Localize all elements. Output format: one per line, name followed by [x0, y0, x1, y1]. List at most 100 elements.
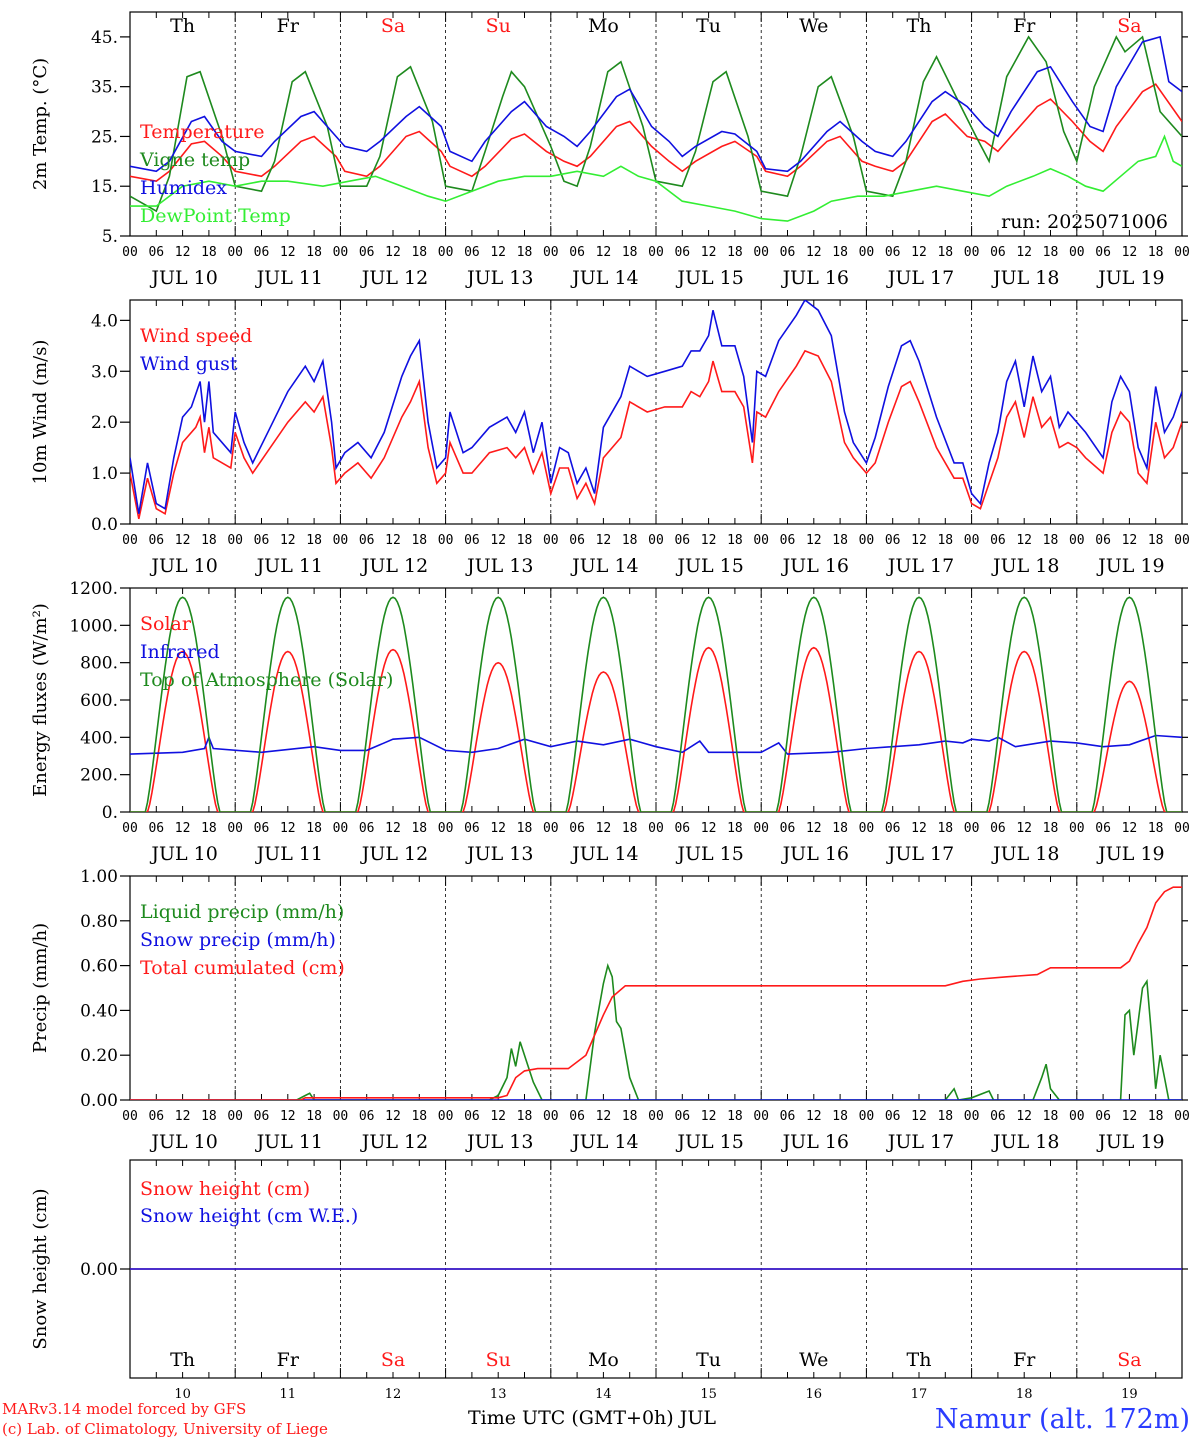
- day-number-label: 17: [911, 1387, 928, 1402]
- x-hour-label: 18: [937, 245, 953, 260]
- x-hour-label: 12: [385, 1109, 401, 1124]
- x-hour-label: 06: [359, 533, 375, 548]
- weekday-label: Sa: [381, 1349, 405, 1371]
- x-hour-label: 06: [254, 821, 270, 836]
- series-wind-gust: [130, 300, 1182, 514]
- series-dewpoint-temp: [130, 134, 1182, 222]
- x-hour-label: 00: [859, 821, 875, 836]
- x-hour-label: 12: [911, 245, 927, 260]
- x-hour-label: 00: [438, 533, 454, 548]
- y-tick-label: 0.: [102, 803, 118, 823]
- day-number-label: 16: [806, 1387, 823, 1402]
- weekday-label: Mo: [588, 15, 619, 37]
- x-hour-label: 00: [227, 1109, 243, 1124]
- x-hour-label: 00: [859, 1109, 875, 1124]
- x-hour-label: 00: [753, 245, 769, 260]
- day-number-label: 11: [280, 1387, 297, 1402]
- x-hour-label: 00: [543, 533, 559, 548]
- x-date-label: JUL 14: [570, 267, 638, 289]
- x-hour-label: 06: [674, 245, 690, 260]
- x-hour-label: 18: [306, 1109, 322, 1124]
- weekday-label: Th: [170, 1349, 195, 1371]
- x-hour-label: 06: [148, 245, 164, 260]
- y-tick-label: 1.00: [80, 867, 118, 887]
- x-date-label: JUL 11: [255, 267, 323, 289]
- x-hour-label: 00: [438, 245, 454, 260]
- x-axis-label: Time UTC (GMT+0h) JUL: [468, 1407, 716, 1429]
- x-hour-label: 18: [1148, 821, 1164, 836]
- x-hour-label: 12: [1016, 821, 1032, 836]
- day-number-label: 10: [174, 1387, 191, 1402]
- x-hour-label: 00: [964, 1109, 980, 1124]
- x-hour-label: 12: [1016, 533, 1032, 548]
- x-hour-label: 12: [490, 533, 506, 548]
- x-date-label: JUL 11: [255, 1131, 323, 1153]
- weekday-label: Sa: [1117, 1349, 1141, 1371]
- y-tick-label: 600.: [80, 691, 118, 711]
- x-hour-label: 06: [464, 821, 480, 836]
- x-hour-label: 00: [648, 533, 664, 548]
- x-hour-label: 00: [543, 1109, 559, 1124]
- weekday-label: Fr: [1013, 1349, 1036, 1371]
- x-hour-label: 12: [596, 1109, 612, 1124]
- y-tick-label: 3.0: [91, 362, 118, 382]
- y-axis-label: 10m Wind (m/s): [30, 340, 51, 485]
- series-total-cumulated-cm: [130, 886, 1182, 1100]
- x-hour-label: 12: [175, 821, 191, 836]
- x-hour-label: 12: [385, 245, 401, 260]
- weekday-label: Fr: [1013, 15, 1036, 37]
- x-hour-label: 06: [464, 1109, 480, 1124]
- x-hour-label: 18: [622, 821, 638, 836]
- x-date-label: JUL 10: [149, 267, 217, 289]
- x-hour-label: 12: [490, 821, 506, 836]
- x-hour-label: 12: [806, 821, 822, 836]
- x-date-label: JUL 10: [149, 1131, 217, 1153]
- x-hour-label: 18: [727, 821, 743, 836]
- day-number-label: 12: [385, 1387, 402, 1402]
- x-hour-label: 12: [1122, 245, 1138, 260]
- y-tick-label: 0.40: [80, 1001, 118, 1021]
- y-tick-label: 0.60: [80, 957, 118, 977]
- x-hour-label: 00: [122, 1109, 138, 1124]
- x-date-label: JUL 14: [570, 555, 638, 577]
- y-tick-label: 0.20: [80, 1046, 118, 1066]
- x-hour-label: 18: [201, 533, 217, 548]
- y-tick-label: 1200.: [69, 579, 118, 599]
- legend-label: Snow precip (mm/h): [140, 929, 336, 951]
- x-date-label: JUL 19: [1096, 843, 1164, 865]
- y-tick-label: 200.: [80, 766, 118, 786]
- y-tick-label: 1.0: [91, 464, 118, 484]
- x-hour-label: 06: [780, 1109, 796, 1124]
- x-hour-label: 00: [333, 1109, 349, 1124]
- x-hour-label: 12: [385, 533, 401, 548]
- day-number-label: 18: [1016, 1387, 1033, 1402]
- x-hour-label: 00: [859, 533, 875, 548]
- x-hour-label: 00: [1069, 533, 1085, 548]
- x-date-label: JUL 16: [781, 555, 849, 577]
- panel-frame: [129, 299, 1183, 525]
- chart-panels: 5. 15. 25. 35. 45. 2m Temp. (°C) 00 06 12 18 00 06 1…: [30, 11, 1190, 1402]
- legend-label: Vigne temp: [139, 149, 250, 171]
- weekday-label: Fr: [277, 15, 300, 37]
- x-date-label: JUL 17: [886, 555, 954, 577]
- x-hour-label: 06: [990, 1109, 1006, 1124]
- x-hour-label: 00: [1069, 1109, 1085, 1124]
- weekday-label: Fr: [277, 1349, 300, 1371]
- x-date-label: JUL 18: [991, 843, 1059, 865]
- x-hour-label: 06: [148, 533, 164, 548]
- x-hour-label: 06: [885, 1109, 901, 1124]
- x-date-label: JUL 10: [149, 843, 217, 865]
- x-hour-label: 18: [517, 533, 533, 548]
- y-tick-label: 5.: [102, 227, 118, 247]
- x-date-label: JUL 16: [781, 1131, 849, 1153]
- x-date-label: JUL 12: [360, 267, 428, 289]
- legend-label: Liquid precip (mm/h): [140, 901, 344, 923]
- x-date-label: JUL 17: [886, 267, 954, 289]
- x-hour-label: 18: [1148, 1109, 1164, 1124]
- x-hour-label: 06: [780, 821, 796, 836]
- x-hour-label: 06: [1095, 1109, 1111, 1124]
- x-hour-label: 18: [306, 245, 322, 260]
- x-hour-label: 00: [122, 245, 138, 260]
- panel-frame: [129, 587, 1183, 813]
- x-hour-label: 00: [543, 821, 559, 836]
